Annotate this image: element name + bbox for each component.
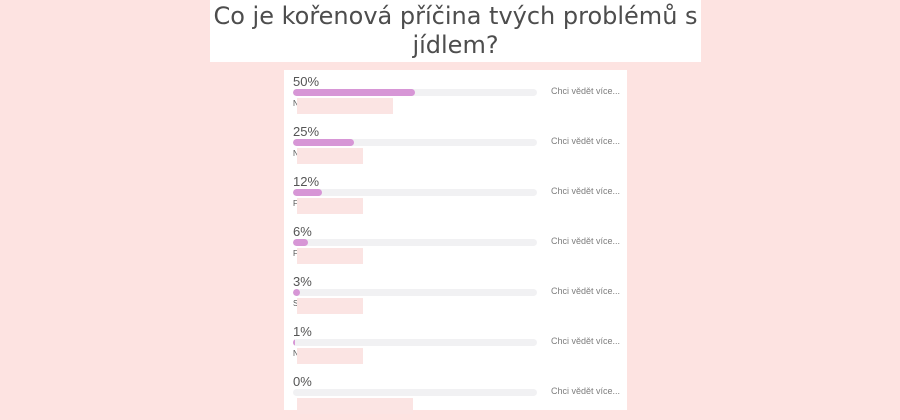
redaction-block (297, 198, 363, 214)
result-bar-track (293, 239, 537, 246)
result-bar-track (293, 189, 537, 196)
answer-text: F (293, 249, 298, 258)
result-bar-fill (293, 239, 308, 246)
result-percent: 6% (293, 224, 312, 239)
result-percent: 12% (293, 174, 320, 189)
answer-text: F (293, 199, 298, 208)
result-bar-track (293, 89, 537, 96)
result-row: 1% Chci vědět více... N ní (284, 320, 627, 370)
redaction-block (297, 98, 393, 114)
learn-more-link[interactable]: Chci vědět více... (551, 186, 621, 196)
result-bar-fill (293, 89, 415, 96)
answer-label: N ku (293, 148, 413, 164)
learn-more-link[interactable]: Chci vědět více... (551, 336, 621, 346)
result-percent: 25% (293, 124, 320, 139)
answer-label: F (293, 248, 413, 264)
learn-more-link[interactable]: Chci vědět více... (551, 86, 621, 96)
result-bar-track (293, 289, 537, 296)
result-bar-fill (293, 139, 354, 146)
result-bar-fill (293, 289, 301, 296)
redaction-block (297, 348, 363, 364)
redaction-block (297, 148, 363, 164)
learn-more-link[interactable]: Chci vědět více... (551, 286, 621, 296)
result-row: 25% Chci vědět více... N ku (284, 120, 627, 170)
question-header: Co je kořenová příčina tvých problémů s … (210, 0, 701, 62)
result-percent: 3% (293, 274, 312, 289)
result-percent: 50% (293, 74, 320, 89)
result-row: 12% Chci vědět více... F (284, 170, 627, 220)
answer-label: N ní (293, 348, 413, 364)
result-row: 0% Chci vědět více... (284, 370, 627, 420)
learn-more-link[interactable]: Chci vědět více... (551, 386, 621, 396)
answer-text: S (293, 299, 299, 308)
result-bar-fill (293, 339, 296, 346)
redaction-block (297, 298, 363, 314)
redaction-block (297, 398, 413, 414)
answer-label (293, 398, 413, 414)
answer-label: N ečí (293, 98, 413, 114)
answer-label: F (293, 198, 413, 214)
answer-label: S (293, 298, 413, 314)
result-row: 50% Chci vědět více... N ečí (284, 70, 627, 120)
learn-more-link[interactable]: Chci vědět více... (551, 136, 621, 146)
redaction-block (297, 248, 363, 264)
result-percent: 1% (293, 324, 312, 339)
question-title: Co je kořenová příčina tvých problémů s … (213, 2, 698, 59)
poll-results-panel: 50% Chci vědět více... N ečí 25% Chci vě… (284, 70, 627, 414)
learn-more-link[interactable]: Chci vědět více... (551, 236, 621, 246)
result-row: 6% Chci vědět více... F (284, 220, 627, 270)
result-percent: 0% (293, 374, 312, 389)
result-row: 3% Chci vědět více... S (284, 270, 627, 320)
result-bar-track (293, 389, 537, 396)
result-bar-fill (293, 189, 323, 196)
result-bar-track (293, 339, 537, 346)
result-bar-track (293, 139, 537, 146)
